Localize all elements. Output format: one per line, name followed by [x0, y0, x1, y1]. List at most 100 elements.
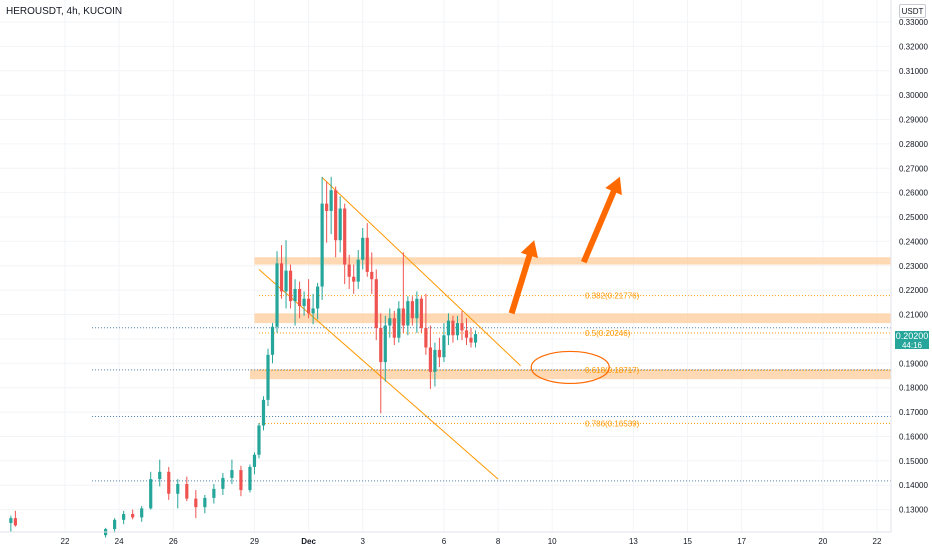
price-tick-label: 0.29000 [899, 116, 928, 125]
fib-label: 0.786(0.16539) [585, 419, 640, 428]
candle-body [293, 288, 297, 302]
candle-body [352, 276, 356, 282]
highlight-ellipse [530, 350, 610, 385]
price-tick-label: 0.25000 [899, 213, 928, 222]
candle [338, 196, 342, 253]
candle [388, 308, 392, 338]
arrow-up-icon [508, 240, 538, 315]
candle-body [149, 479, 153, 509]
candle [410, 296, 414, 326]
candle-body [406, 301, 410, 326]
sr-zone [249, 369, 891, 380]
candle [329, 176, 333, 235]
time-tick-label: 20 [818, 537, 827, 546]
candle [419, 296, 423, 333]
candle [131, 509, 135, 520]
candle-body [158, 471, 162, 480]
fib-label: 0.5(0.20246) [585, 329, 631, 338]
candle [325, 181, 329, 243]
candle [374, 269, 378, 341]
candle-body [230, 470, 234, 478]
time-tick-label: 17 [737, 537, 746, 546]
candle-body [401, 308, 405, 326]
price-tick-label: 0.18000 [899, 384, 928, 393]
price-tick-label: 0.19000 [899, 359, 928, 368]
candle-body [379, 327, 383, 363]
candle [230, 459, 234, 485]
candle [266, 348, 270, 406]
candle [302, 291, 306, 316]
time-axis: 22 24 26 29 Dec 3 6 8 10 13 15 17 20 22 [61, 537, 882, 546]
candle [361, 228, 365, 270]
candles [9, 176, 478, 538]
candle [347, 254, 351, 289]
grid [0, 0, 891, 532]
candle [451, 315, 455, 343]
candle-body [203, 497, 207, 508]
candle [194, 490, 198, 519]
price-tick-label: 0.15000 [899, 457, 928, 466]
candle [455, 315, 460, 341]
time-tick-label: Dec [301, 537, 316, 546]
zones [249, 257, 891, 380]
candle [270, 323, 275, 364]
candle [257, 423, 261, 459]
time-tick-label: 13 [629, 537, 638, 546]
price-tick-label: 0.32000 [899, 42, 928, 51]
candle-body [388, 318, 392, 326]
time-tick-label: 3 [361, 537, 366, 546]
time-tick-label: 6 [442, 537, 447, 546]
candle-body [302, 298, 306, 307]
candle [239, 465, 243, 497]
candle [203, 494, 207, 514]
candle [428, 325, 432, 389]
candle-body [428, 347, 432, 372]
price-tick-label: 0.17000 [899, 408, 928, 417]
price-tick-label: 0.14000 [899, 481, 928, 490]
candle [288, 264, 293, 309]
dotted-levels [92, 327, 891, 482]
candle-body [297, 288, 302, 307]
candle [356, 249, 360, 289]
time-tick-label: 10 [548, 537, 557, 546]
candle [446, 313, 451, 346]
currency-badge[interactable]: USDT [899, 4, 926, 18]
candle [460, 310, 464, 341]
candle [167, 466, 171, 500]
channel-line [321, 177, 521, 367]
candle [397, 301, 401, 343]
candle [307, 279, 311, 319]
candle [293, 279, 297, 326]
candle [248, 464, 252, 493]
candle [370, 252, 374, 294]
candle [252, 452, 257, 475]
candle [113, 518, 117, 533]
candle-body [374, 279, 378, 328]
candle [275, 251, 279, 333]
price-tick-label: 0.16000 [899, 432, 928, 441]
candle [316, 282, 320, 320]
last-price-tag: 0.20200 44:16 [895, 331, 929, 350]
candle [284, 240, 288, 309]
time-tick-label: 22 [873, 537, 882, 546]
candle-body [361, 237, 365, 260]
time-tick-label: 24 [115, 537, 124, 546]
time-tick-label: 22 [61, 537, 70, 546]
candle-body [284, 270, 288, 292]
candle [433, 342, 437, 387]
candle [320, 176, 324, 300]
candle-body [433, 349, 437, 372]
fib-label: 0.382(0.21776) [585, 292, 640, 301]
time-tick-label: 26 [169, 537, 178, 546]
candle [379, 313, 383, 414]
sr-zone [254, 257, 891, 265]
candle [442, 323, 446, 363]
candle-body [316, 286, 320, 309]
candle-body [288, 270, 293, 302]
price-tick-label: 0.21000 [899, 311, 928, 320]
candle-body [257, 425, 261, 455]
candle [176, 479, 180, 509]
candle-body [248, 466, 252, 491]
